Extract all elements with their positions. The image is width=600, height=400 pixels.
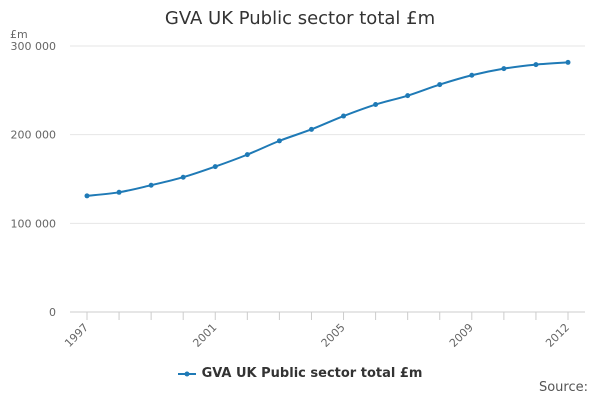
x-tick-label: 2009 bbox=[447, 321, 476, 350]
data-point bbox=[244, 152, 250, 158]
legend[interactable]: GVA UK Public sector total £m bbox=[0, 366, 600, 381]
data-point bbox=[405, 93, 411, 99]
x-tick-label: 2001 bbox=[190, 321, 219, 350]
data-point bbox=[501, 66, 507, 72]
data-point bbox=[84, 193, 90, 199]
x-tick-label: 2012 bbox=[543, 321, 572, 350]
data-point bbox=[276, 138, 282, 144]
data-point bbox=[341, 113, 347, 119]
x-tick-label: 1997 bbox=[62, 321, 91, 350]
y-tick-label: 300 000 bbox=[11, 40, 57, 53]
data-point bbox=[148, 182, 154, 188]
data-point bbox=[116, 189, 122, 195]
y-axis-unit-label: £m bbox=[10, 28, 28, 41]
data-point bbox=[308, 126, 314, 132]
data-point bbox=[533, 62, 539, 68]
data-point bbox=[212, 164, 218, 170]
data-point bbox=[565, 59, 571, 65]
legend-swatch-icon bbox=[177, 371, 196, 376]
y-tick-label: 0 bbox=[49, 306, 56, 319]
chart-title: GVA UK Public sector total £m bbox=[164, 8, 436, 29]
y-tick-label: 100 000 bbox=[11, 217, 57, 230]
source-label: Source: bbox=[538, 380, 588, 395]
legend-label: GVA UK Public sector total £m bbox=[201, 366, 423, 381]
x-tick-label: 2005 bbox=[319, 321, 348, 350]
y-tick-label: 200 000 bbox=[11, 129, 57, 142]
data-point bbox=[180, 174, 186, 180]
data-point bbox=[437, 82, 443, 88]
data-point bbox=[469, 72, 475, 78]
data-point bbox=[373, 102, 379, 108]
series-line bbox=[86, 61, 569, 197]
